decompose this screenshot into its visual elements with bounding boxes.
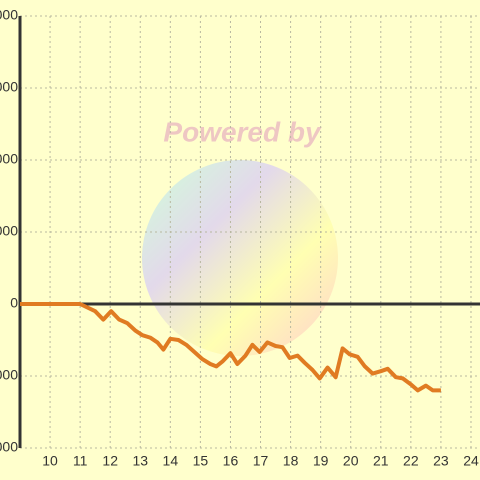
watermark-logo (142, 160, 338, 356)
y-tick-label: 9,000 (0, 79, 18, 95)
y-tick-label: 12,000 (0, 7, 18, 23)
watermark: Powered by (163, 116, 322, 147)
x-tick-label: 17 (253, 453, 269, 469)
x-tick-label: 23 (433, 453, 449, 469)
x-tick-label: 18 (283, 453, 299, 469)
x-tick-label: 11 (73, 453, 88, 469)
y-tick-label: -3,000 (0, 367, 18, 383)
line (20, 302, 441, 393)
x-tick-label: 21 (373, 453, 389, 469)
y-tick-label: -6,000 (0, 439, 18, 455)
x-tick-label: 16 (223, 453, 239, 469)
y-tick-label: 6,000 (0, 151, 18, 167)
x-tick-label: 13 (132, 453, 148, 469)
y-tick-label: 0 (10, 295, 18, 311)
y-tick-label: 3,000 (0, 223, 18, 239)
x-tick-label: 24 (463, 453, 479, 469)
x-tick-label: 22 (403, 453, 419, 469)
x-tick-label: 10 (42, 453, 58, 469)
x-tick-label: 15 (193, 453, 209, 469)
x-tick-label: 12 (102, 453, 118, 469)
x-tick-label: 20 (343, 453, 359, 469)
x-tick-label: 19 (313, 453, 329, 469)
x-tick-label: 14 (163, 453, 179, 469)
